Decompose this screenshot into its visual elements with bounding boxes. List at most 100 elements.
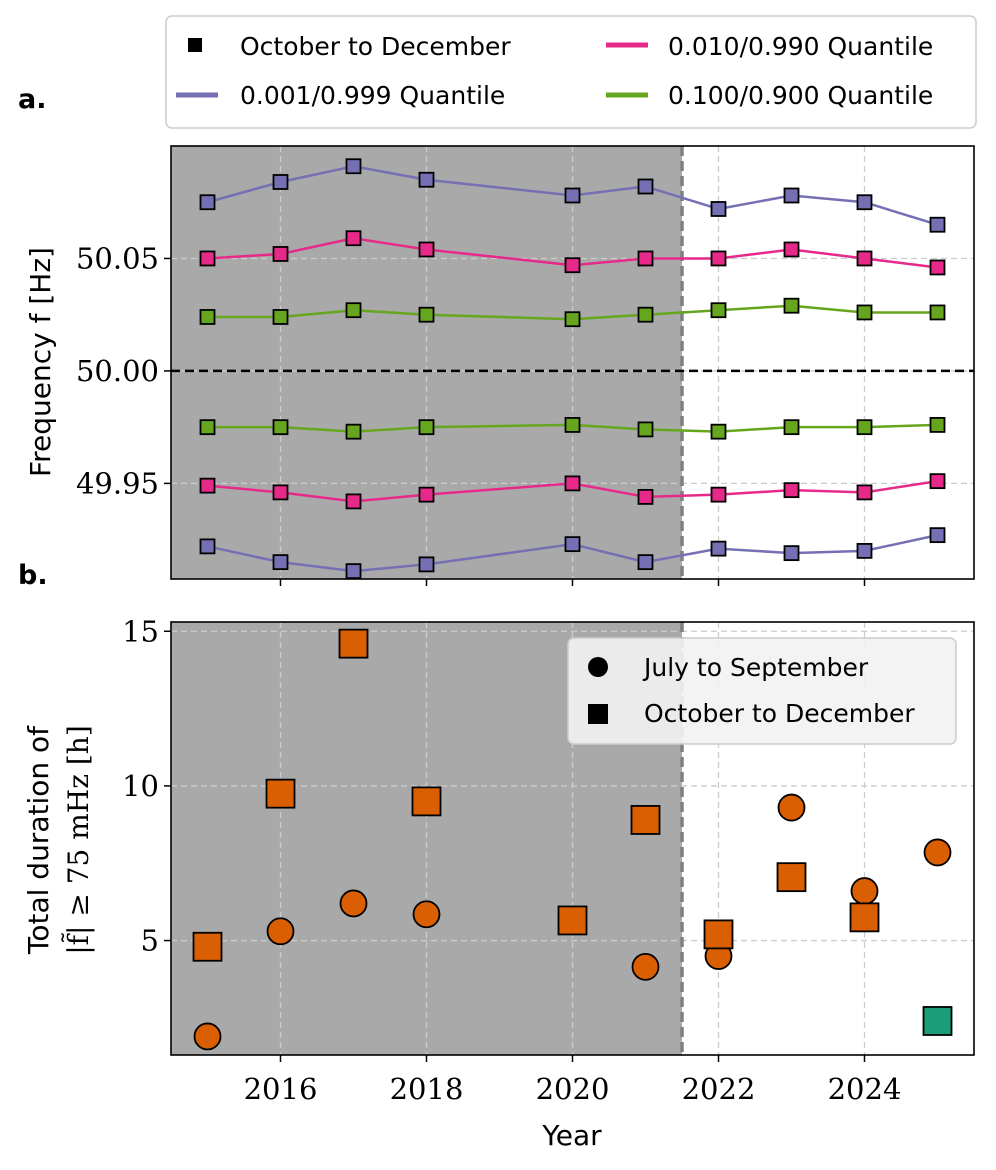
series-line <box>207 533 938 573</box>
legend-square-marker-b <box>588 704 608 724</box>
data-marker-square <box>564 187 581 204</box>
data-marker-square <box>929 259 946 276</box>
data-marker-square <box>710 201 727 217</box>
data-marker-square <box>557 905 588 936</box>
data-marker-square <box>338 628 369 659</box>
data-marker-square <box>418 556 435 573</box>
legend-label-q010: 0.010/0.990 Quantile <box>668 32 933 61</box>
series-line <box>207 423 938 433</box>
panel-label-b: b. <box>18 560 48 591</box>
panel-a-ylabel: Frequency f [Hz] <box>24 247 57 477</box>
panel-a-ytick-label: 50.00 <box>76 354 159 388</box>
data-marker-square <box>199 309 216 325</box>
data-marker-square <box>199 419 216 436</box>
data-marker-square <box>929 473 946 490</box>
series-line <box>207 479 938 503</box>
data-marker-square <box>783 297 800 314</box>
data-marker-square <box>776 862 807 893</box>
legend-label-oct-dec: October to December <box>240 32 511 61</box>
data-marker-square <box>710 486 727 503</box>
data-marker-square <box>564 257 581 274</box>
data-marker-square <box>637 306 654 323</box>
data-marker-square <box>564 475 581 492</box>
data-marker-square <box>783 241 800 258</box>
data-marker-square <box>856 194 873 211</box>
data-marker-square <box>637 488 654 505</box>
series-line <box>207 236 938 269</box>
data-marker-square <box>564 417 581 433</box>
data-marker-circle <box>339 889 368 918</box>
data-marker-square <box>199 194 216 211</box>
panel-b-ylabel-line2: |f̃| ≥ 75 mHz [h] <box>61 725 95 955</box>
data-marker-circle <box>850 877 879 905</box>
panel-b-xtick-label: 2018 <box>390 1072 464 1106</box>
legend-label-q100: 0.100/0.900 Quantile <box>668 81 933 110</box>
data-marker-square <box>345 158 362 175</box>
data-marker-square <box>783 545 800 562</box>
data-marker-square <box>345 493 362 510</box>
panel-b-plot-area <box>192 628 953 1051</box>
panel-b-xlabel: Year <box>541 1119 602 1152</box>
panel-b-xtick-label: 2022 <box>682 1072 756 1106</box>
data-marker-square <box>703 919 734 950</box>
data-marker-square <box>345 563 362 579</box>
series-line <box>207 304 938 321</box>
panel-a-frequency-quantiles: 49.95 50.00 50.05 <box>76 145 975 586</box>
legend-square-marker <box>188 38 202 52</box>
data-marker-square <box>418 486 435 503</box>
data-marker-square <box>418 171 435 188</box>
data-marker-circle <box>777 793 806 822</box>
top-legend: October to December 0.010/0.990 Quantile… <box>165 15 977 129</box>
data-marker-square <box>710 250 727 267</box>
data-marker-square <box>637 178 654 195</box>
panel-b-ylabel-line1: Total duration of <box>22 725 55 955</box>
data-marker-square <box>637 554 654 571</box>
legend-label-oct-dec-b: October to December <box>644 699 915 728</box>
data-marker-square <box>345 230 362 247</box>
series-line <box>207 164 938 226</box>
panel-b-legend-frame <box>567 637 957 745</box>
data-marker-circle <box>412 900 441 929</box>
panel-b-ytick-label: 15 <box>122 614 159 648</box>
data-marker-square <box>783 419 800 436</box>
data-marker-circle <box>266 917 295 946</box>
data-marker-square <box>265 778 296 809</box>
data-marker-circle <box>631 952 660 981</box>
data-marker-square <box>199 538 216 555</box>
data-marker-square <box>710 540 727 557</box>
panel-b-xtick-label: 2024 <box>828 1072 902 1106</box>
data-marker-square <box>411 786 442 817</box>
data-marker-square <box>418 419 435 436</box>
panel-b-xtick-label: 2016 <box>244 1072 318 1106</box>
data-marker-square <box>637 250 654 267</box>
data-marker-square <box>418 306 435 323</box>
data-marker-square <box>418 241 435 258</box>
data-marker-square <box>929 527 946 544</box>
data-marker-square <box>345 302 362 319</box>
panel-a-ytick-label: 49.95 <box>76 466 159 500</box>
data-marker-square <box>856 304 873 321</box>
data-marker-square <box>564 311 581 328</box>
data-marker-square <box>856 542 873 559</box>
data-marker-square <box>856 419 873 436</box>
data-marker-square <box>199 477 216 494</box>
data-marker-square <box>272 484 289 501</box>
panel-a-ytick-label: 50.05 <box>76 241 159 275</box>
panel-b-ytick-label: 10 <box>122 769 159 803</box>
legend-circle-marker <box>588 657 608 677</box>
data-marker-square <box>929 216 946 233</box>
top-legend-frame <box>165 15 977 129</box>
data-marker-square <box>783 187 800 204</box>
data-marker-square <box>272 246 289 262</box>
data-marker-square <box>856 484 873 501</box>
legend-label-q001: 0.001/0.999 Quantile <box>240 81 505 110</box>
panel-b-legend: July to September October to December <box>567 637 957 745</box>
data-marker-square <box>783 482 800 499</box>
data-marker-square <box>272 309 289 325</box>
data-marker-square <box>710 302 727 319</box>
data-marker-square <box>929 304 946 321</box>
panel-b-ytick-label: 5 <box>141 924 159 958</box>
legend-label-jul-sep: July to September <box>642 653 869 682</box>
panel-a-plot-area <box>171 158 974 579</box>
